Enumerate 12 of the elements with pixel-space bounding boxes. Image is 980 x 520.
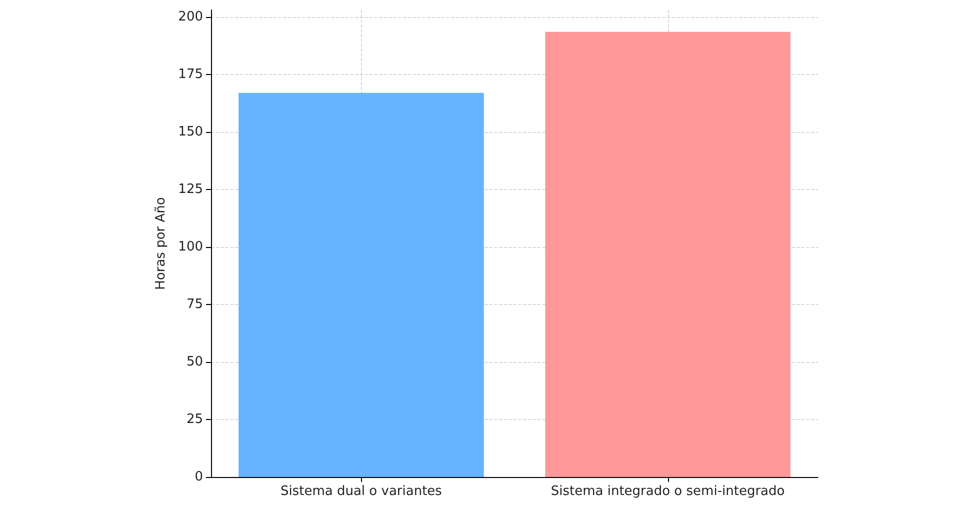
y-tick-label: 125 [178,182,203,197]
y-tick-label: 175 [178,66,203,82]
y-tick-label: 75 [186,296,203,312]
y-axis-title: Horas por Año [153,197,168,290]
y-tick-label: 150 [178,124,203,140]
y-tick-label: 25 [186,412,203,427]
y-tick-label: 200 [178,9,203,24]
y-tick-label: 50 [186,354,203,370]
x-tick-label: Sistema integrado o semi-integrado [550,484,785,499]
y-tick-label: 0 [194,470,203,484]
y-tick-label: 100 [178,239,203,254]
x-tick-label: Sistema dual o variantes [280,484,442,499]
